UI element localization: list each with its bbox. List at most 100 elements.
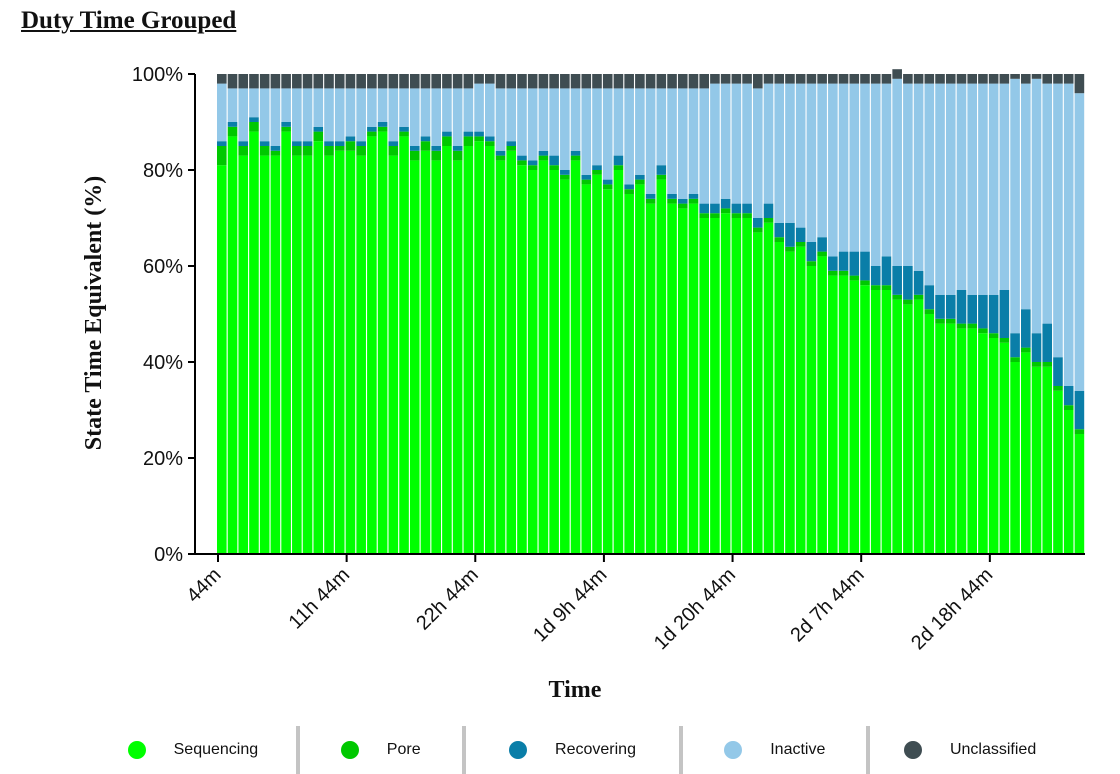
- bar-segment-recovering: [581, 174, 592, 180]
- bar-segment-unclassified: [345, 74, 356, 89]
- bar-segment-sequencing: [431, 160, 441, 554]
- bar-segment-sequencing: [1042, 366, 1053, 554]
- bar-segment-inactive: [592, 88, 602, 166]
- bar-segment-inactive: [495, 88, 506, 151]
- bar-segment-recovering: [731, 203, 742, 214]
- bar-segment-sequencing: [399, 136, 409, 554]
- bar-segment-unclassified: [1063, 74, 1074, 84]
- bar-segment-recovering: [742, 203, 752, 214]
- legend-item-sequencing[interactable]: Sequencing: [90, 726, 296, 774]
- bar-segment-sequencing: [1053, 390, 1063, 554]
- bar-segment-unclassified: [292, 74, 302, 89]
- bar-segment-inactive: [1074, 93, 1085, 391]
- legend-item-recovering[interactable]: Recovering: [466, 726, 680, 774]
- bar-segment-unclassified: [667, 74, 677, 89]
- bar-segment-unclassified: [517, 74, 527, 89]
- bar-segment-inactive: [249, 88, 259, 118]
- bar-segment-pore: [324, 146, 334, 156]
- bar-segment-recovering: [1074, 390, 1085, 430]
- legend-item-pore[interactable]: Pore: [300, 726, 462, 774]
- bar-segment-pore: [420, 141, 431, 151]
- bar-segment-sequencing: [945, 323, 956, 554]
- bar-segment-sequencing: [645, 203, 656, 554]
- bar-segment-inactive: [913, 83, 924, 271]
- bar-segment-recovering: [452, 146, 463, 151]
- bar-segment-unclassified: [420, 74, 431, 89]
- legend-item-unclassified[interactable]: Unclassified: [870, 726, 1070, 774]
- bar-segment-sequencing: [613, 170, 624, 554]
- legend-label: Inactive: [770, 741, 826, 758]
- bar-segment-sequencing: [935, 323, 945, 554]
- bar-segment-inactive: [688, 88, 699, 194]
- bar-segment-sequencing: [452, 160, 463, 554]
- bar-segment-recovering: [292, 141, 302, 146]
- bar-segment-recovering: [763, 203, 774, 218]
- bar-segment-pore: [999, 338, 1010, 343]
- legend-divider: [295, 726, 300, 774]
- bar-segment-recovering: [324, 141, 334, 146]
- bar-segment-pore: [592, 170, 602, 175]
- bar-segment-sequencing: [292, 155, 302, 554]
- bar-segment-sequencing: [538, 160, 549, 554]
- bar-segment-pore: [345, 141, 356, 151]
- bar-segment-unclassified: [581, 74, 592, 89]
- bar-segment-recovering: [935, 294, 945, 319]
- bar-segment-pore: [549, 165, 559, 170]
- bar-segment-sequencing: [913, 299, 924, 554]
- bar-segment-inactive: [817, 83, 827, 238]
- bar-segment-sequencing: [635, 184, 645, 554]
- legend-divider: [679, 726, 684, 774]
- bar-segment-unclassified: [549, 74, 559, 89]
- bar-segment-unclassified: [367, 74, 377, 89]
- bar-segment-recovering: [527, 160, 538, 166]
- bar-segment-unclassified: [602, 74, 613, 89]
- bar-segment-unclassified: [753, 74, 763, 89]
- bar-segment-recovering: [506, 141, 517, 146]
- bar-segment-unclassified: [377, 74, 388, 89]
- bar-segment-sequencing: [281, 131, 291, 554]
- bar-segment-pore: [742, 213, 752, 218]
- bar-segment-unclassified: [1021, 74, 1031, 84]
- bar-segment-inactive: [988, 83, 999, 295]
- bar-segment-sequencing: [924, 314, 935, 554]
- bar-segment-inactive: [956, 83, 967, 290]
- bar-segment-recovering: [656, 165, 667, 175]
- bar-segment-unclassified: [838, 74, 849, 84]
- x-tick-label: 11h 44m: [285, 564, 355, 634]
- bar-segment-inactive: [667, 88, 677, 194]
- bar-segment-unclassified: [903, 74, 913, 84]
- bar-segment-unclassified: [495, 74, 506, 89]
- bar-segment-unclassified: [613, 74, 624, 89]
- bar-segment-sequencing: [624, 194, 634, 554]
- bar-segment-unclassified: [881, 74, 892, 84]
- legend-item-inactive[interactable]: Inactive: [683, 726, 866, 774]
- bar-segment-pore: [377, 126, 388, 132]
- bar-segment-recovering: [785, 222, 795, 247]
- bar-segment-sequencing: [270, 155, 281, 554]
- bar-segment-unclassified: [635, 74, 645, 89]
- bar-segment-unclassified: [935, 74, 945, 84]
- bar-segment-pore: [978, 328, 988, 334]
- bar-segment-inactive: [452, 88, 463, 146]
- bar-segment-inactive: [860, 83, 870, 252]
- bar-segment-pore: [945, 318, 956, 324]
- bar-segment-inactive: [720, 83, 731, 199]
- bar-segment-unclassified: [485, 74, 495, 84]
- bar-segment-unclassified: [688, 74, 699, 89]
- bar-segment-recovering: [409, 146, 420, 151]
- bar-segment-unclassified: [892, 69, 902, 79]
- y-axis-label: State Time Equivalent (%): [81, 176, 107, 450]
- bar-segment-unclassified: [409, 74, 420, 89]
- bar-segment-inactive: [409, 88, 420, 146]
- bar-segment-pore: [635, 179, 645, 185]
- bar-segment-inactive: [774, 83, 785, 223]
- bar-segment-inactive: [549, 88, 559, 156]
- bar-segment-sequencing: [560, 179, 570, 554]
- legend-swatch-icon: [340, 741, 359, 759]
- bar-segment-unclassified: [227, 74, 238, 89]
- bar-segment-sequencing: [442, 146, 452, 554]
- y-tick-label: 100%: [132, 64, 183, 86]
- page-title: Duty Time Grouped: [21, 7, 237, 34]
- bar-segment-recovering: [828, 256, 838, 271]
- legend-divider: [866, 726, 871, 774]
